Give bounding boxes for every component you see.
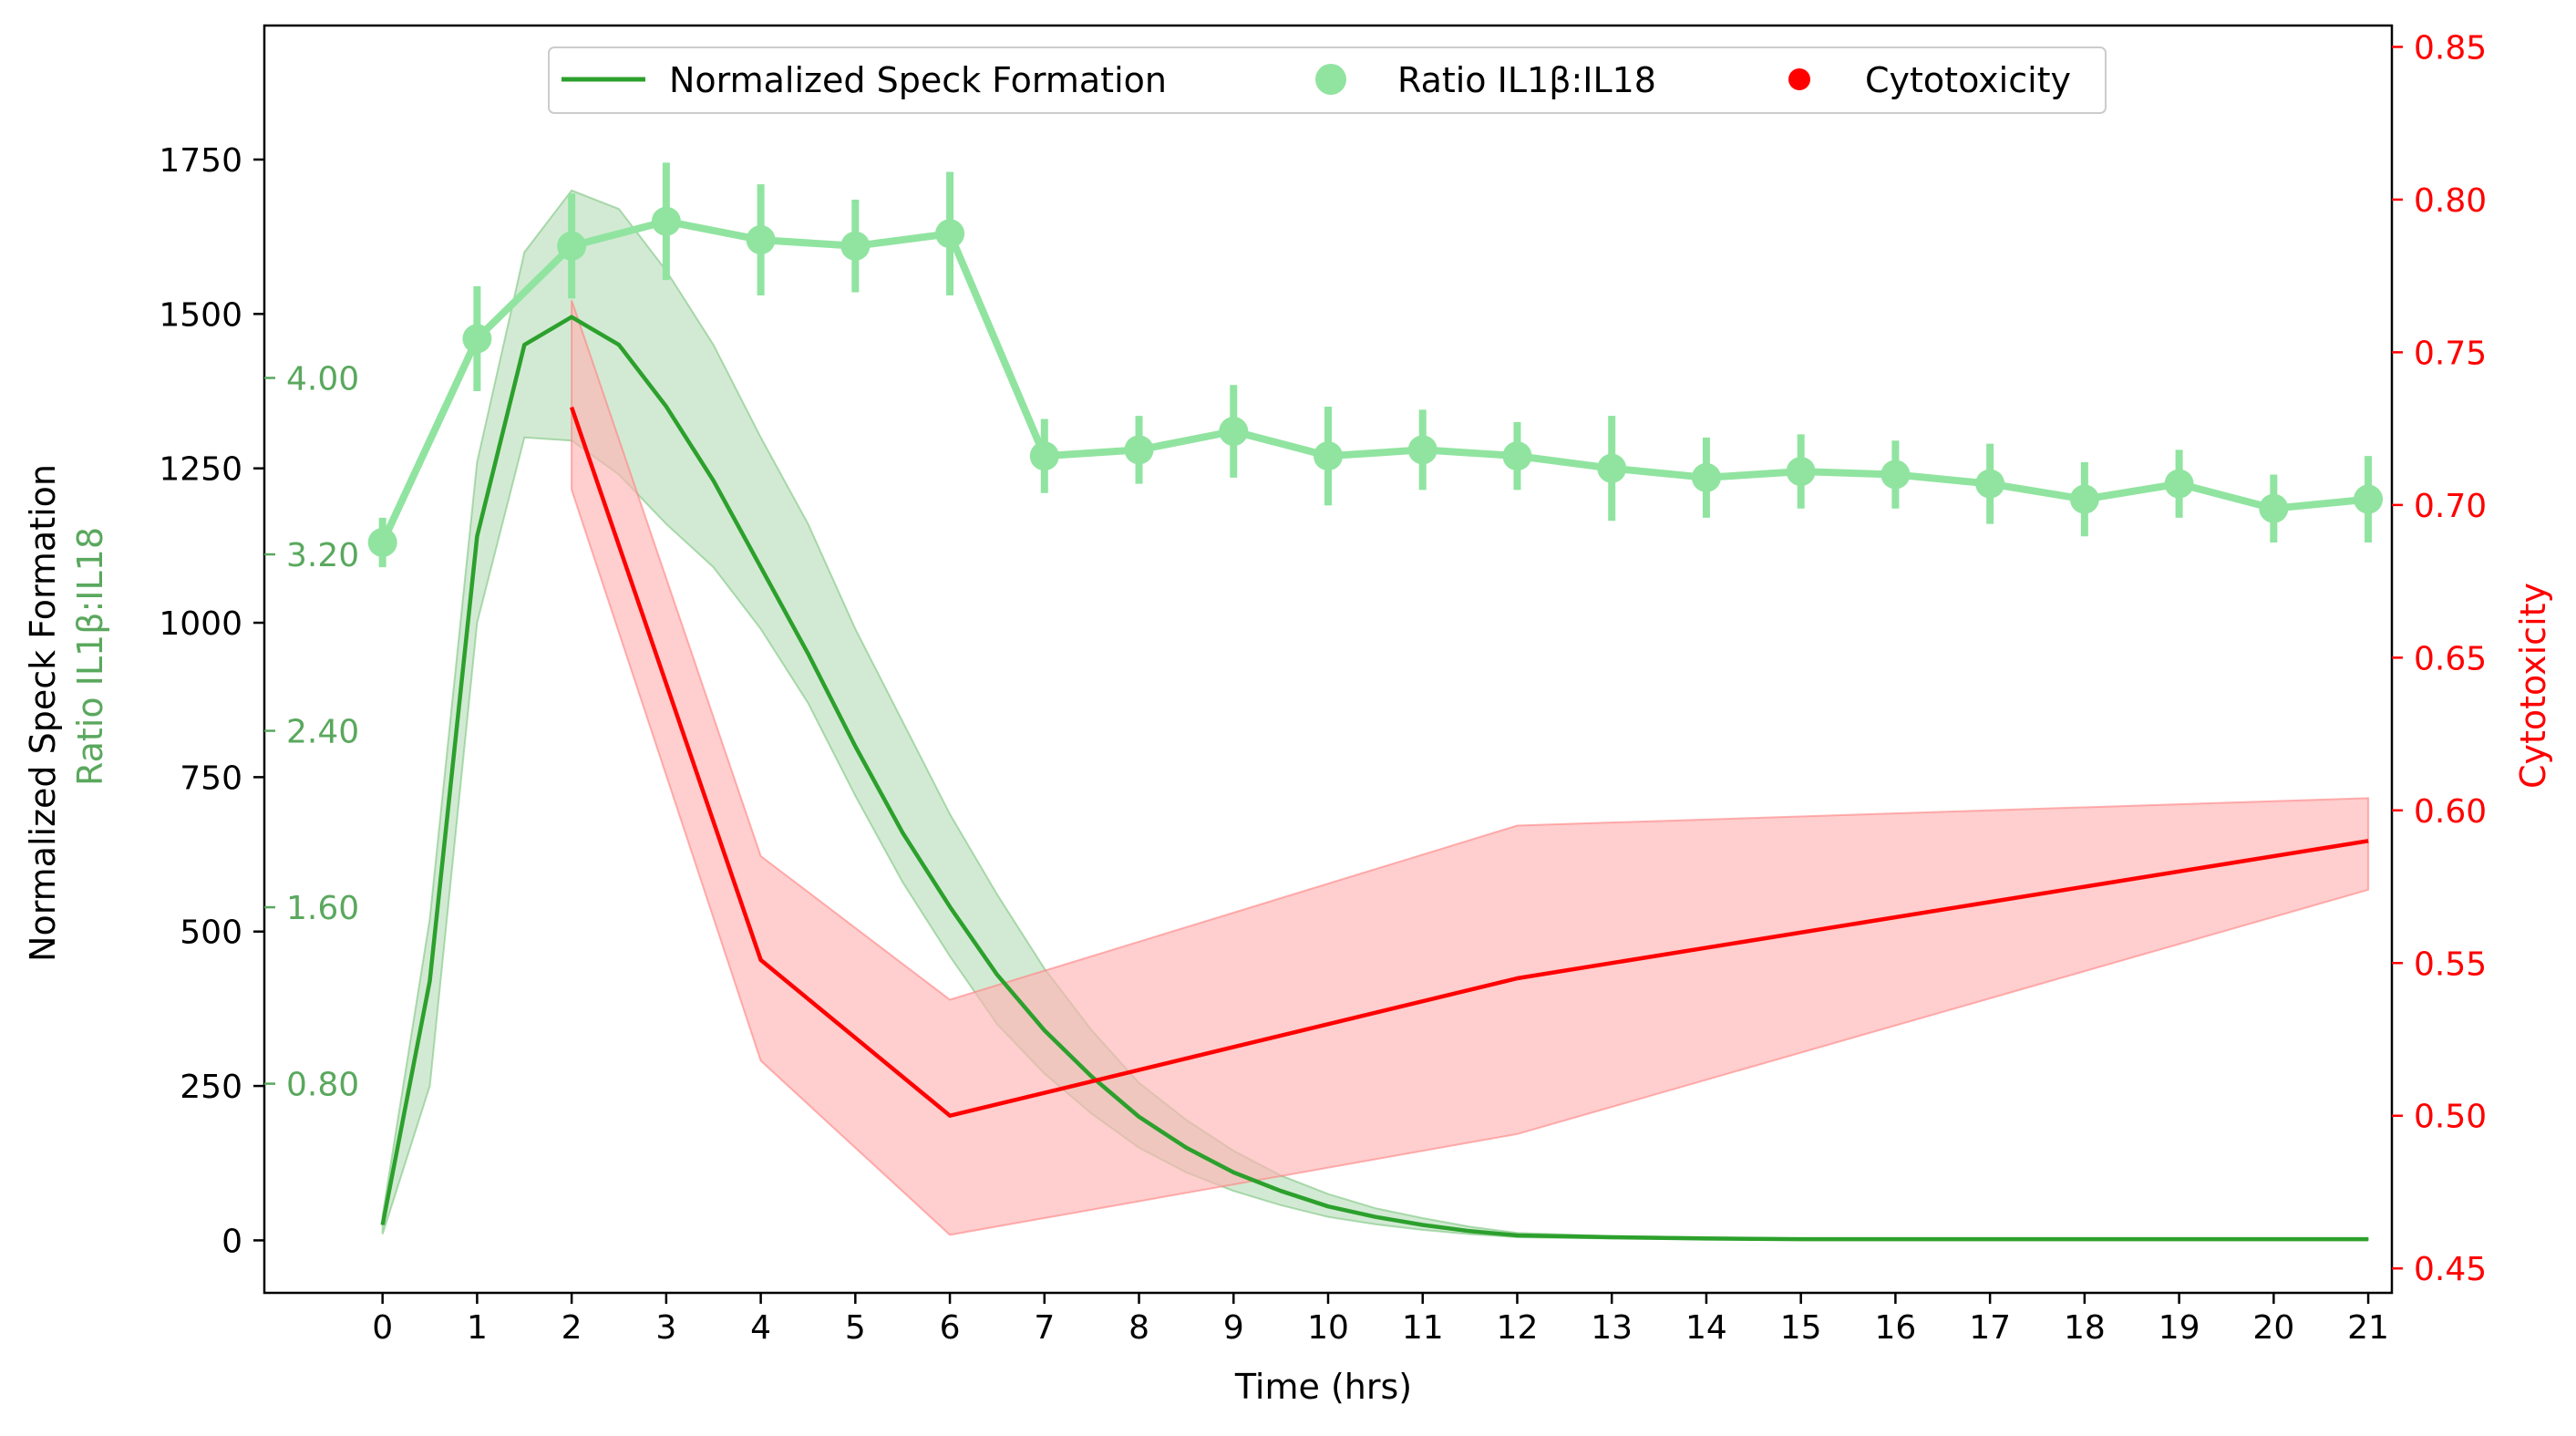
left-tick-label: 1750 [159,142,242,180]
ratio-point [1407,435,1437,465]
legend-cyto-label: Cytotoxicity [1865,60,2071,100]
left-tick-label: 1000 [159,605,242,643]
left-y-axis: 0 250 500 750 1000 1250 1500 1750 [159,142,264,1260]
ratio-axis-label: Ratio IL1β:IL18 [70,527,110,786]
right-tick-label: 0.70 [2414,488,2487,525]
x-axis: 0 1 2 3 4 5 6 7 8 9 10 11 12 13 14 15 16 17 18 19 20 21 [372,1293,2389,1347]
right-tick-label: 0.65 [2414,640,2487,677]
x-tick-label: 6 [940,1309,961,1347]
left-tick-label: 750 [180,759,242,797]
left-tick-label: 250 [180,1069,242,1106]
speck-line-layer [380,315,2369,1242]
x-tick-label: 19 [2159,1309,2200,1347]
ratio-point [1691,462,1721,492]
right-tick-label: 0.80 [2414,182,2487,220]
left-axis-label: Normalized Speck Formation [23,464,63,962]
ratio-point [840,231,871,261]
ratio-point [746,225,776,255]
legend-ratio-swatch [1315,64,1346,95]
ratio-point [1029,441,1059,471]
ratio-line [379,217,2369,544]
x-tick-label: 2 [562,1309,582,1347]
ratio-point [935,219,965,249]
legend-ratio-label: Ratio IL1β:IL18 [1397,60,1656,100]
left-tick-label: 1250 [159,451,242,489]
ratio-tick-label: 1.60 [286,890,359,927]
right-y-axis: 0.45 0.50 0.55 0.60 0.65 0.70 0.75 0.80 0.85 [2392,29,2487,1288]
ratio-point [557,231,587,261]
x-tick-label: 5 [845,1309,866,1347]
right-tick-label: 0.50 [2414,1099,2487,1136]
x-tick-label: 10 [1307,1309,1349,1347]
x-tick-label: 12 [1497,1309,1539,1347]
ratio-tick-label: 3.20 [286,537,359,574]
ratio-tick-label: 2.40 [286,714,359,751]
x-tick-label: 17 [1969,1309,2011,1347]
ratio-point [1124,435,1154,465]
ratio-tick-label: 0.80 [286,1067,359,1104]
x-tick-label: 14 [1685,1309,1727,1347]
left-tick-label: 1500 [159,296,242,334]
ratio-tick-label: 4.00 [286,361,359,398]
right-tick-label: 0.75 [2414,335,2487,372]
ratio-point [462,324,492,354]
x-tick-label: 13 [1591,1309,1633,1347]
ratio-point [651,206,681,236]
x-tick-label: 16 [1874,1309,1916,1347]
ratio-point [2259,493,2289,523]
x-tick-label: 1 [467,1309,488,1347]
right-tick-label: 0.45 [2414,1251,2487,1288]
cyto-line-layer [569,406,2369,1118]
ratio-point [2354,484,2384,514]
legend: Normalized Speck Formation Ratio IL1β:IL… [548,46,2107,114]
ratio-point [1597,453,1627,483]
ratio-y-axis: 0.80 1.60 2.40 3.20 4.00 [264,361,359,1104]
legend-speck-label: Normalized Speck Formation [669,60,1167,100]
speck-line [380,315,2369,1242]
x-tick-label: 3 [655,1309,676,1347]
ratio-point [1314,441,1343,471]
legend-cyto-swatch [1788,68,1810,90]
x-tick-label: 21 [2347,1309,2389,1347]
ratio-point [367,527,397,557]
x-tick-label: 15 [1780,1309,1822,1347]
left-tick-label: 500 [180,914,242,952]
ratio-point [2069,484,2099,514]
x-tick-label: 9 [1223,1309,1244,1347]
x-tick-label: 20 [2252,1309,2294,1347]
ratio-point [2164,469,2194,499]
x-tick-label: 4 [750,1309,771,1347]
right-axis-label: Cytotoxicity [2513,583,2553,789]
right-tick-label: 0.85 [2414,29,2487,67]
x-tick-label: 7 [1034,1309,1055,1347]
left-tick-label: 0 [222,1223,242,1260]
x-tick-label: 18 [2064,1309,2106,1347]
ratio-point [1880,460,1911,490]
cyto-line [569,406,2369,1118]
x-axis-label: Time (hrs) [1234,1367,1412,1407]
x-tick-label: 8 [1128,1309,1149,1347]
ratio-point [1502,441,1532,471]
ratio-point [1786,457,1816,487]
x-tick-label: 0 [372,1309,393,1347]
x-tick-label: 11 [1402,1309,1444,1347]
ratio-series-layer [367,162,2384,568]
right-tick-label: 0.60 [2414,793,2487,831]
right-tick-label: 0.55 [2414,945,2487,983]
ratio-point [1219,417,1249,447]
ratio-point [1975,469,2005,499]
